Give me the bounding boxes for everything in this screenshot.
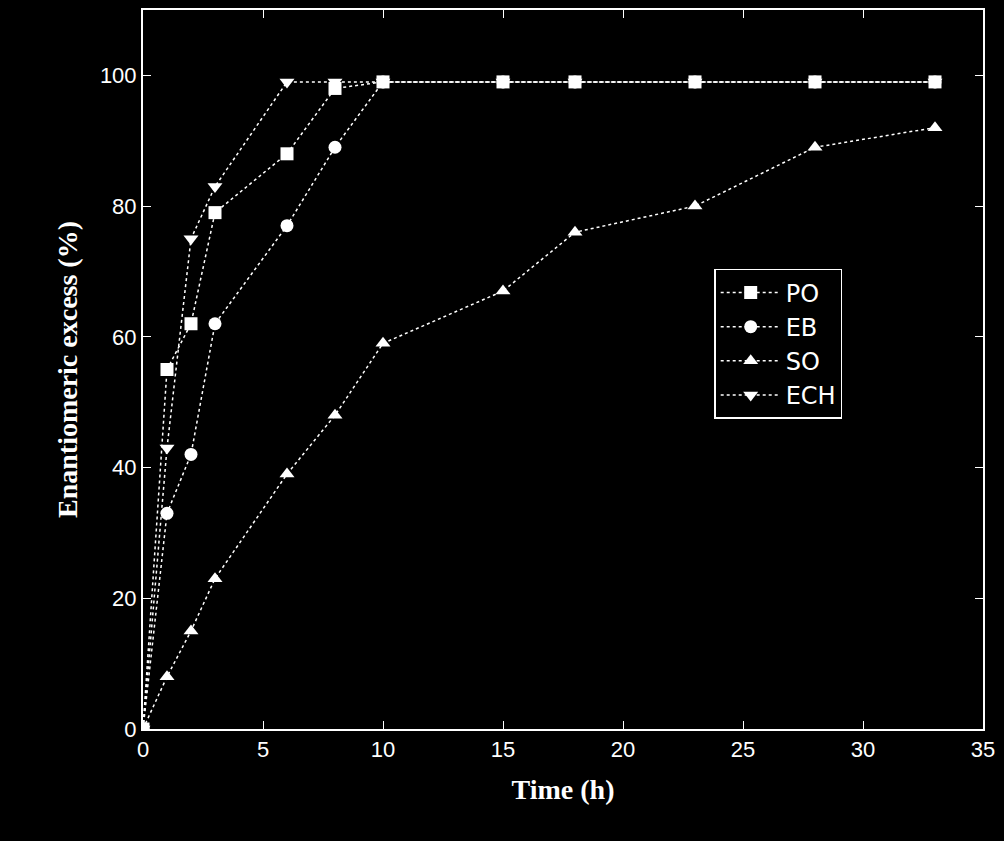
svg-text:25: 25 [731,737,755,762]
svg-text:40: 40 [112,455,136,480]
svg-text:20: 20 [112,586,136,611]
svg-text:30: 30 [851,737,875,762]
svg-text:0: 0 [124,717,136,742]
svg-text:ECH: ECH [786,382,836,410]
svg-text:5: 5 [257,737,269,762]
svg-text:Enantiomeric excess (%): Enantiomeric excess (%) [52,221,83,518]
svg-text:Time (h): Time (h) [512,774,615,805]
svg-text:15: 15 [491,737,515,762]
svg-text:80: 80 [112,194,136,219]
svg-text:20: 20 [611,737,635,762]
svg-text:100: 100 [100,63,137,88]
svg-text:SO: SO [786,348,820,376]
svg-text:0: 0 [137,737,149,762]
svg-text:EB: EB [786,314,818,342]
svg-text:PO: PO [786,280,819,308]
svg-text:10: 10 [371,737,395,762]
svg-text:35: 35 [971,737,995,762]
svg-text:60: 60 [112,325,136,350]
